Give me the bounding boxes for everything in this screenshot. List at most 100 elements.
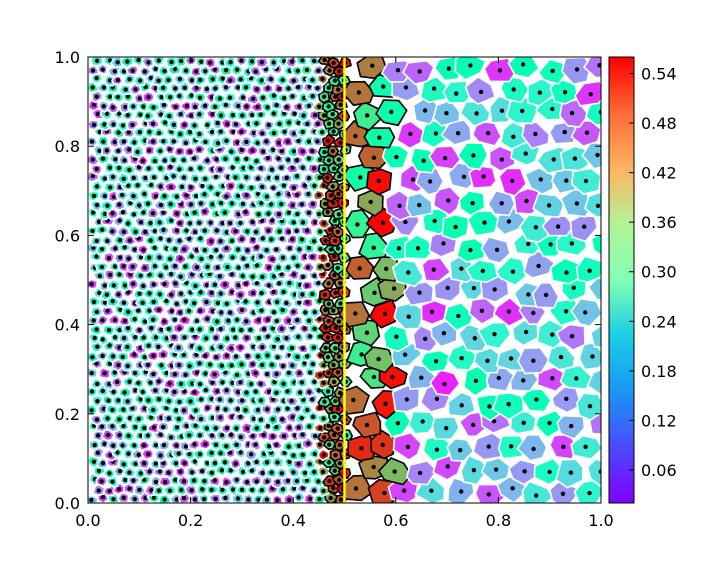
cell-seed-point <box>184 280 189 286</box>
cell-seed-point <box>92 443 97 448</box>
cell-seed-point <box>161 210 166 215</box>
cell-seed-point <box>243 209 248 215</box>
cell-seed-point <box>306 191 311 197</box>
cell-seed-point <box>291 486 297 491</box>
cell-seed-point <box>120 192 125 198</box>
cell-seed-point <box>205 460 210 466</box>
cell-seed-point <box>188 185 193 190</box>
cell-seed-point <box>202 496 207 502</box>
cell-seed-point <box>333 325 338 330</box>
cell-seed-point <box>169 218 174 223</box>
cell-seed-point <box>520 62 526 67</box>
cell-seed-point <box>137 78 143 83</box>
cell-seed-point <box>91 318 96 323</box>
cell-seed-point <box>302 361 307 366</box>
y-axis: 0.0 0.2 0.4 0.6 0.8 1.0 <box>55 48 601 513</box>
cell-seed-point <box>299 237 305 242</box>
cell-seed-point <box>91 299 97 305</box>
cell-seed-point <box>244 104 249 109</box>
cell-seed-point <box>371 374 377 380</box>
cell-seed-point <box>172 372 177 377</box>
cell-seed-point <box>146 166 151 171</box>
cell-seed-point <box>306 176 312 181</box>
cell-seed-point <box>255 191 261 197</box>
cell-seed-point <box>209 290 214 295</box>
cell-seed-point <box>101 85 107 90</box>
cell-seed-point <box>172 389 177 395</box>
cell-seed-point <box>172 352 177 357</box>
cell-seed-point <box>94 254 99 259</box>
cell-seed-point <box>353 486 359 491</box>
cell-seed-point <box>588 92 593 97</box>
cell-seed-point <box>303 310 308 315</box>
cell-seed-point <box>158 166 163 171</box>
cell-seed-point <box>159 95 164 100</box>
cell-seed-point <box>117 111 122 117</box>
cell-seed-point <box>265 155 271 161</box>
cell-seed-point <box>90 173 96 179</box>
cell-seed-point <box>328 193 333 198</box>
cell-seed-point <box>99 264 105 270</box>
cell-seed-point <box>317 405 322 411</box>
cell-seed-point <box>107 381 112 387</box>
cell-seed-point <box>255 176 261 181</box>
cell-seed-point <box>100 227 105 232</box>
cell-seed-point <box>147 308 152 313</box>
cell-seed-point <box>199 59 204 64</box>
cell-seed-point <box>294 158 300 163</box>
cell-seed-point <box>284 300 289 306</box>
cell-seed-point <box>194 247 199 253</box>
cell-seed-point <box>167 488 173 493</box>
cell-seed-point <box>187 433 192 438</box>
cell-seed-point <box>522 469 527 474</box>
cell-seed-point <box>150 139 156 144</box>
cell-seed-point <box>123 104 128 110</box>
cell-seed-point <box>209 487 214 492</box>
cell-seed-point <box>318 353 323 358</box>
cell-seed-point <box>230 487 236 492</box>
cell-seed-point <box>162 193 167 199</box>
cell-seed-point <box>171 174 176 179</box>
cell-seed-point <box>305 121 310 127</box>
cell-seed-point <box>550 68 555 74</box>
cell-seed-point <box>189 381 195 386</box>
cell-seed-point <box>547 469 552 475</box>
cell-seed-point <box>276 265 281 270</box>
cell-seed-point <box>157 469 162 474</box>
cell-seed-point <box>204 299 209 305</box>
cell-seed-point <box>189 93 194 98</box>
cell-seed-point <box>89 282 94 287</box>
cell-seed-point <box>330 184 335 189</box>
cell-seed-point <box>510 486 515 491</box>
cell-seed-point <box>95 344 100 349</box>
cell-seed-point <box>297 104 302 109</box>
cell-seed-point <box>326 281 331 286</box>
cell-seed-point <box>325 262 331 268</box>
cell-seed-point <box>153 388 158 393</box>
cell-seed-point <box>297 390 303 395</box>
cell-seed-point <box>233 122 239 127</box>
cell-seed-point <box>136 165 142 170</box>
y-tick-label: 1.0 <box>55 48 80 67</box>
cell-seed-point <box>142 319 148 324</box>
cell-seed-point <box>176 416 181 422</box>
cell-seed-point <box>356 90 362 95</box>
cell-seed-point <box>445 464 450 469</box>
x-tick-label: 0.6 <box>383 511 408 530</box>
cell-seed-point <box>364 422 370 428</box>
cell-seed-point <box>220 380 225 385</box>
cell-seed-point <box>523 151 528 156</box>
cell-seed-point <box>520 108 525 114</box>
cell-seed-point <box>110 479 115 484</box>
cell-seed-point <box>143 175 148 181</box>
cell-seed-point <box>179 487 184 493</box>
cell-seed-point <box>419 375 424 380</box>
cell-seed-point <box>156 344 161 349</box>
cell-seed-point <box>511 87 516 92</box>
cell-seed-point <box>482 220 487 225</box>
cell-seed-point <box>142 69 147 74</box>
cell-seed-point <box>442 155 448 161</box>
cell-seed-point <box>380 442 385 447</box>
cell-seed-point <box>305 354 310 359</box>
cell-seed-point <box>173 461 179 466</box>
